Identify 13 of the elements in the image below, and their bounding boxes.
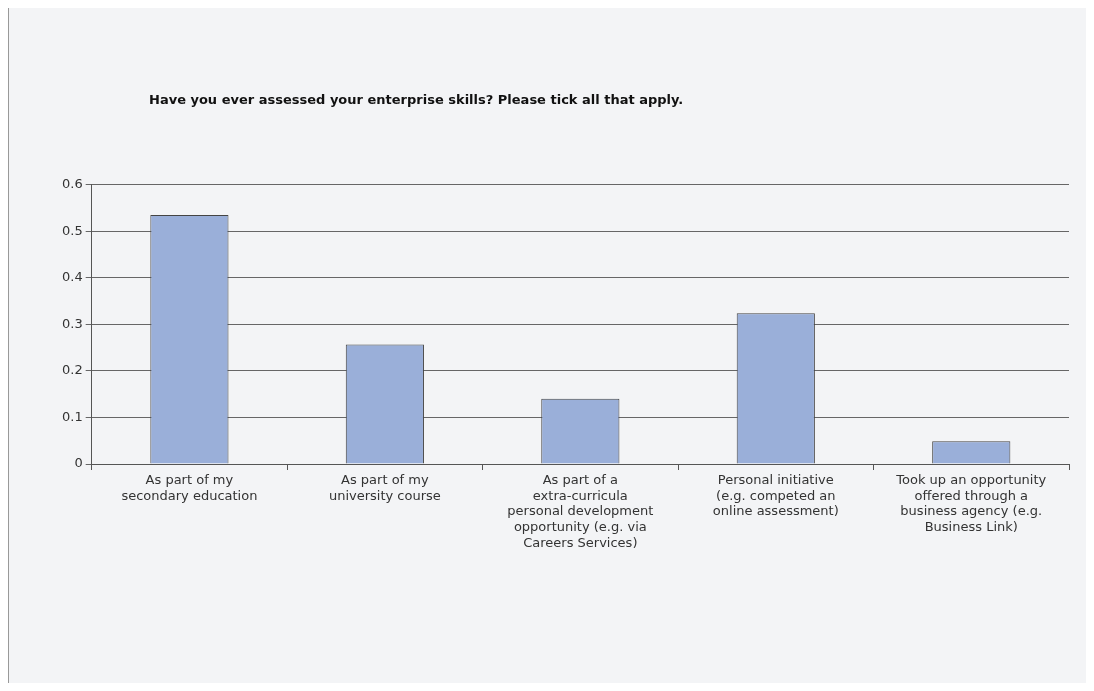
x-tick-label: As part of my university course (328, 472, 441, 503)
chart-title: Have you ever assessed your enterprise skills? Please tick all that apply. (149, 92, 684, 107)
y-tick-label: 0.2 (61, 362, 83, 378)
y-tick-label: 0.4 (61, 269, 83, 285)
y-tick-label: 0.6 (61, 176, 83, 192)
y-tick-label: 0.5 (61, 222, 83, 238)
y-tick-label: 0.3 (61, 315, 83, 331)
x-tick-label: As part of my secondary education (121, 472, 258, 503)
x-tick-label: Personal initiative (e.g. competed an online assessment) (712, 472, 839, 519)
y-tick-label: 0.1 (61, 408, 83, 424)
x-tick-label: As part of a extra-curricula personal development opportunity (e.g. via Careers Services) (507, 472, 654, 550)
x-tick-label: Took up an opportunity offered through a business agency (e.g. Business Link) (895, 472, 1047, 534)
y-tick-label: 0 (74, 455, 83, 471)
